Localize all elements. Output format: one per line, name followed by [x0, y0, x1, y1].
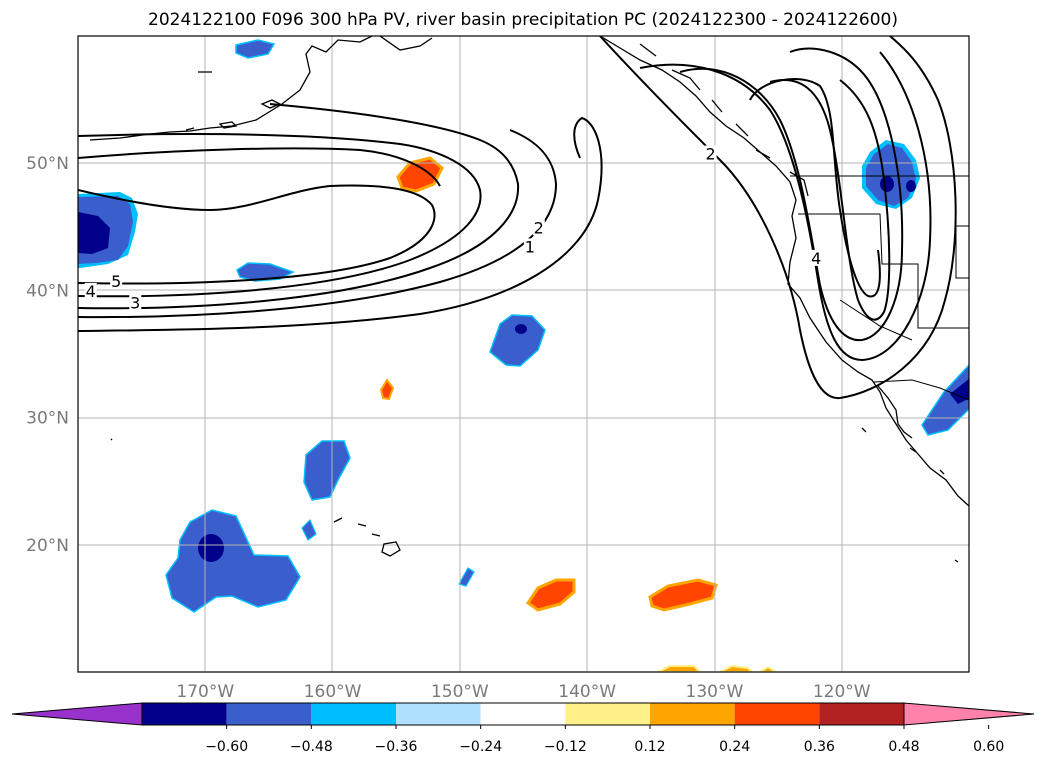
- colorbar-tick-label: 0.24: [719, 739, 750, 755]
- colorbar-segment: [650, 703, 735, 725]
- contour-label-halo: [704, 145, 717, 162]
- pv-contour-2: [78, 129, 558, 319]
- colorbar-segment: [565, 703, 650, 725]
- pv-contour-1: [78, 116, 603, 332]
- colorbar-tick-label: 0.48: [888, 739, 919, 755]
- pv-contour-9: [679, 47, 904, 342]
- pv-contours: [78, 36, 957, 400]
- colorbar-tick-label: −0.60: [205, 739, 248, 755]
- lat-tick-label: 40°N: [26, 281, 69, 301]
- colorbar-segment: [142, 703, 227, 725]
- contour-label-halo: [810, 249, 823, 266]
- gridlines: [78, 36, 969, 672]
- political-borders: [790, 175, 969, 401]
- precip-region-positive-south: [657, 664, 778, 672]
- lon-tick-label: 140°W: [558, 682, 616, 702]
- pv-contour-6: [78, 147, 441, 187]
- precip-region-small: [301, 518, 317, 541]
- contour-label: 3: [130, 293, 140, 312]
- colorbar-tick-label: −0.24: [459, 739, 502, 755]
- colorbar-extend-min: [11, 702, 143, 726]
- precip-region-north: [235, 39, 276, 59]
- colorbar-tick-label: −0.48: [290, 739, 333, 755]
- precip-region-pnw: [862, 140, 920, 209]
- contour-label: 2: [706, 145, 716, 164]
- colorbar-segment: [480, 703, 566, 725]
- precip-fill-layer: [78, 39, 969, 672]
- latitude-tick-labels: 50°N 40°N 30°N 20°N: [26, 154, 69, 556]
- pv-contour-11: [749, 78, 881, 298]
- colorbar-segment: [819, 703, 904, 725]
- longitude-tick-labels: 170°W 160°W 150°W 140°W 130°W 120°W: [176, 682, 870, 702]
- contour-label-halo: [84, 282, 97, 299]
- pv-contour-10: [769, 79, 891, 321]
- precip-region-subtropical-b: [303, 440, 351, 501]
- pv-contour-4: [78, 133, 482, 298]
- lon-tick-label: 130°W: [686, 682, 744, 702]
- colorbar-tick-label: 0.36: [804, 739, 835, 755]
- contour-label: 4: [811, 249, 821, 268]
- precip-region-positive-small: [379, 378, 395, 401]
- coastlines: [89, 36, 969, 563]
- colorbar-tick-label: 0.60: [973, 739, 1004, 755]
- colorbar-tick-label: −0.12: [544, 739, 587, 755]
- contour-label-halo: [110, 272, 123, 289]
- map-frame: [77, 35, 970, 673]
- lon-tick-label: 170°W: [176, 682, 234, 702]
- contour-label-halo: [523, 238, 536, 255]
- colorbar-segment: [226, 703, 312, 725]
- colorbar-segment: [396, 703, 481, 725]
- precip-region-positive-b: [648, 578, 718, 612]
- precip-region-positive-north: [396, 156, 444, 193]
- precip-region-positive-a: [525, 578, 576, 612]
- lon-tick-label: 150°W: [431, 682, 489, 702]
- colorbar-extend-max: [903, 702, 1035, 726]
- colorbar: −0.60 −0.48 −0.36 −0.24 −0.12 0.12 0.24 0.36 0.4…: [11, 702, 1035, 755]
- lat-tick-label: 50°N: [26, 154, 69, 174]
- lon-tick-label: 120°W: [813, 682, 871, 702]
- map-title: 2024122100 F096 300 hPa PV, river basin …: [148, 10, 898, 30]
- pv-contour-3: [78, 103, 520, 310]
- contour-label: 4: [86, 282, 96, 301]
- contour-label-halo: [532, 219, 545, 236]
- colorbar-tick-label: −0.36: [375, 739, 418, 755]
- precip-region-west-coast: [78, 192, 138, 268]
- pv-contour-8: [639, 51, 932, 362]
- colorbar-segment: [311, 703, 396, 725]
- lon-tick-label: 160°W: [304, 682, 362, 702]
- pv-contour-7: [599, 36, 957, 400]
- pv-contour-5: [78, 184, 436, 285]
- colorbar-outline: [141, 702, 905, 726]
- lat-tick-label: 20°N: [26, 536, 69, 556]
- precip-region-tiny: [458, 567, 475, 587]
- contour-label: 2: [534, 218, 544, 237]
- precip-region-subtropical-a: [489, 314, 546, 367]
- precip-region-mid: [236, 262, 295, 282]
- colorbar-tick-label: 0.12: [634, 739, 665, 755]
- contour-label-halo: [129, 294, 142, 311]
- contour-label: 1: [525, 237, 535, 256]
- colorbar-segment: [734, 703, 820, 725]
- lat-tick-label: 30°N: [26, 409, 69, 429]
- contour-label: 5: [111, 272, 121, 291]
